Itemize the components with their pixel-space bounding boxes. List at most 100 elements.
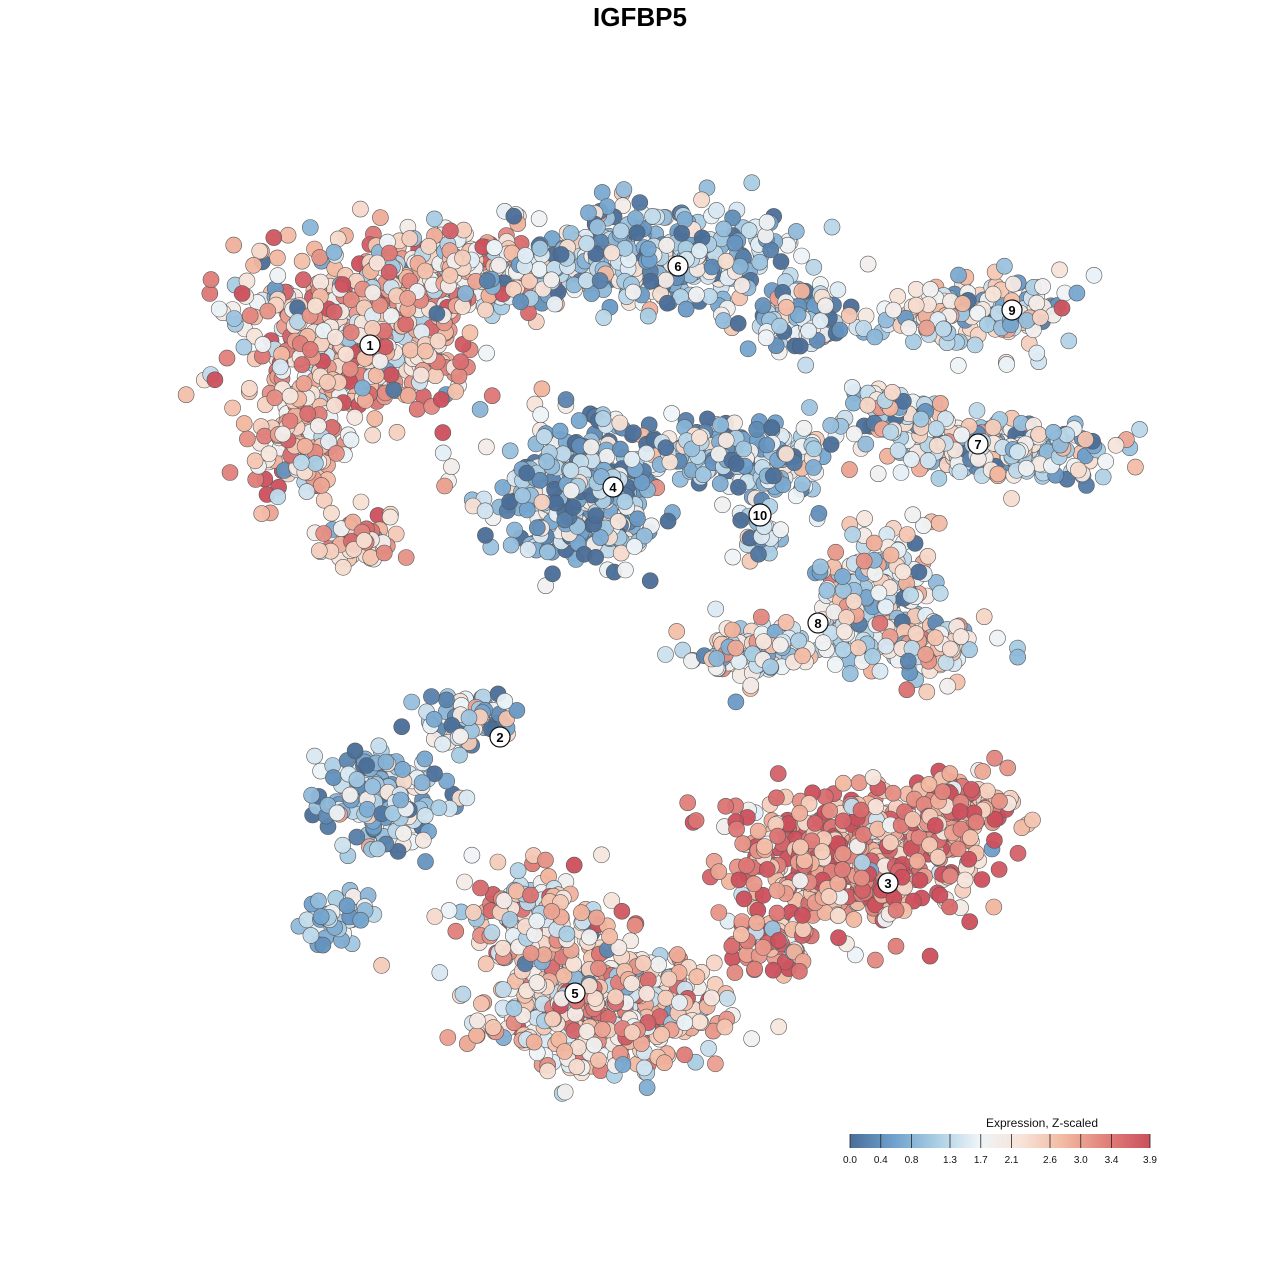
- data-point: [368, 254, 386, 272]
- data-point: [565, 856, 583, 874]
- cluster-label-text: 5: [571, 986, 578, 1001]
- data-point: [927, 420, 945, 438]
- data-point: [557, 391, 575, 408]
- data-point: [715, 220, 733, 238]
- data-point: [538, 453, 556, 471]
- data-point: [894, 563, 912, 581]
- data-point: [951, 463, 969, 481]
- data-point: [301, 341, 319, 358]
- data-point: [751, 253, 769, 271]
- data-point: [372, 209, 389, 226]
- data-point: [434, 735, 451, 753]
- data-point: [763, 419, 781, 436]
- data-point: [835, 623, 853, 640]
- data-point: [239, 430, 256, 448]
- data-point: [224, 399, 241, 417]
- data-point: [769, 827, 786, 845]
- data-point: [793, 475, 811, 493]
- cluster-label-4: 4: [602, 476, 624, 498]
- data-point: [834, 861, 851, 878]
- data-point: [731, 257, 749, 275]
- data-point: [221, 464, 239, 481]
- data-point: [892, 464, 910, 481]
- data-point: [898, 526, 916, 543]
- data-point: [281, 412, 299, 430]
- data-point: [703, 989, 720, 1007]
- data-point: [312, 908, 330, 925]
- data-point: [707, 1055, 724, 1073]
- data-point: [1024, 811, 1041, 829]
- data-point: [478, 344, 495, 362]
- data-point: [764, 961, 782, 979]
- data-point: [385, 381, 403, 399]
- data-point: [225, 310, 243, 327]
- data-point: [853, 869, 871, 887]
- data-point: [502, 536, 520, 554]
- data-point: [845, 911, 863, 928]
- legend-tick-label: 0.8: [905, 1155, 919, 1166]
- legend-tick-label: 3.4: [1105, 1155, 1119, 1166]
- data-point: [609, 513, 627, 530]
- data-point: [458, 789, 476, 807]
- data-point: [717, 431, 735, 449]
- data-point: [748, 914, 766, 932]
- data-point: [882, 834, 899, 852]
- data-point: [319, 373, 336, 391]
- data-point: [810, 505, 828, 522]
- data-point: [533, 380, 551, 398]
- data-point: [843, 379, 861, 396]
- cluster-label-text: 1: [366, 338, 373, 353]
- data-point: [489, 853, 507, 871]
- data-point: [241, 380, 258, 397]
- data-point: [805, 258, 823, 276]
- data-point: [852, 801, 870, 819]
- cluster-label-5: 5: [564, 982, 586, 1004]
- data-point: [638, 985, 656, 1002]
- data-point: [478, 438, 495, 456]
- data-point: [700, 1040, 717, 1057]
- data-point: [593, 846, 610, 864]
- data-point: [768, 882, 786, 899]
- data-point: [757, 329, 775, 347]
- data-point: [934, 783, 952, 801]
- cluster-label-8: 8: [807, 612, 829, 634]
- data-point: [369, 840, 386, 858]
- data-point: [552, 246, 570, 263]
- data-point: [373, 957, 390, 974]
- data-point: [416, 342, 434, 360]
- data-point: [708, 650, 726, 667]
- cluster-label-10: 10: [748, 503, 772, 527]
- data-point: [882, 423, 900, 441]
- data-point: [974, 763, 992, 780]
- data-point: [777, 614, 795, 631]
- data-point: [505, 207, 523, 225]
- data-point: [968, 402, 986, 419]
- data-point: [235, 415, 253, 432]
- data-point: [241, 307, 259, 324]
- data-point: [941, 867, 959, 885]
- data-point: [451, 746, 468, 764]
- data-point: [454, 985, 472, 1003]
- data-point: [1003, 490, 1020, 507]
- data-point: [658, 294, 676, 312]
- data-point: [636, 1059, 653, 1077]
- data-point: [812, 558, 829, 576]
- data-point: [206, 371, 224, 389]
- data-point: [1077, 431, 1094, 448]
- data-point: [377, 753, 395, 771]
- data-point: [303, 786, 320, 804]
- data-point: [381, 508, 399, 526]
- legend-tick-label: 3.9: [1143, 1155, 1157, 1166]
- data-point: [296, 437, 314, 455]
- data-point: [739, 340, 757, 358]
- data-point: [813, 843, 831, 860]
- data-point: [341, 360, 359, 378]
- data-point: [615, 181, 633, 198]
- data-point: [514, 487, 531, 505]
- data-point: [507, 882, 525, 900]
- data-point: [456, 873, 473, 891]
- data-point: [733, 277, 751, 294]
- data-point: [882, 546, 900, 564]
- data-point: [730, 871, 748, 889]
- data-point: [354, 379, 371, 397]
